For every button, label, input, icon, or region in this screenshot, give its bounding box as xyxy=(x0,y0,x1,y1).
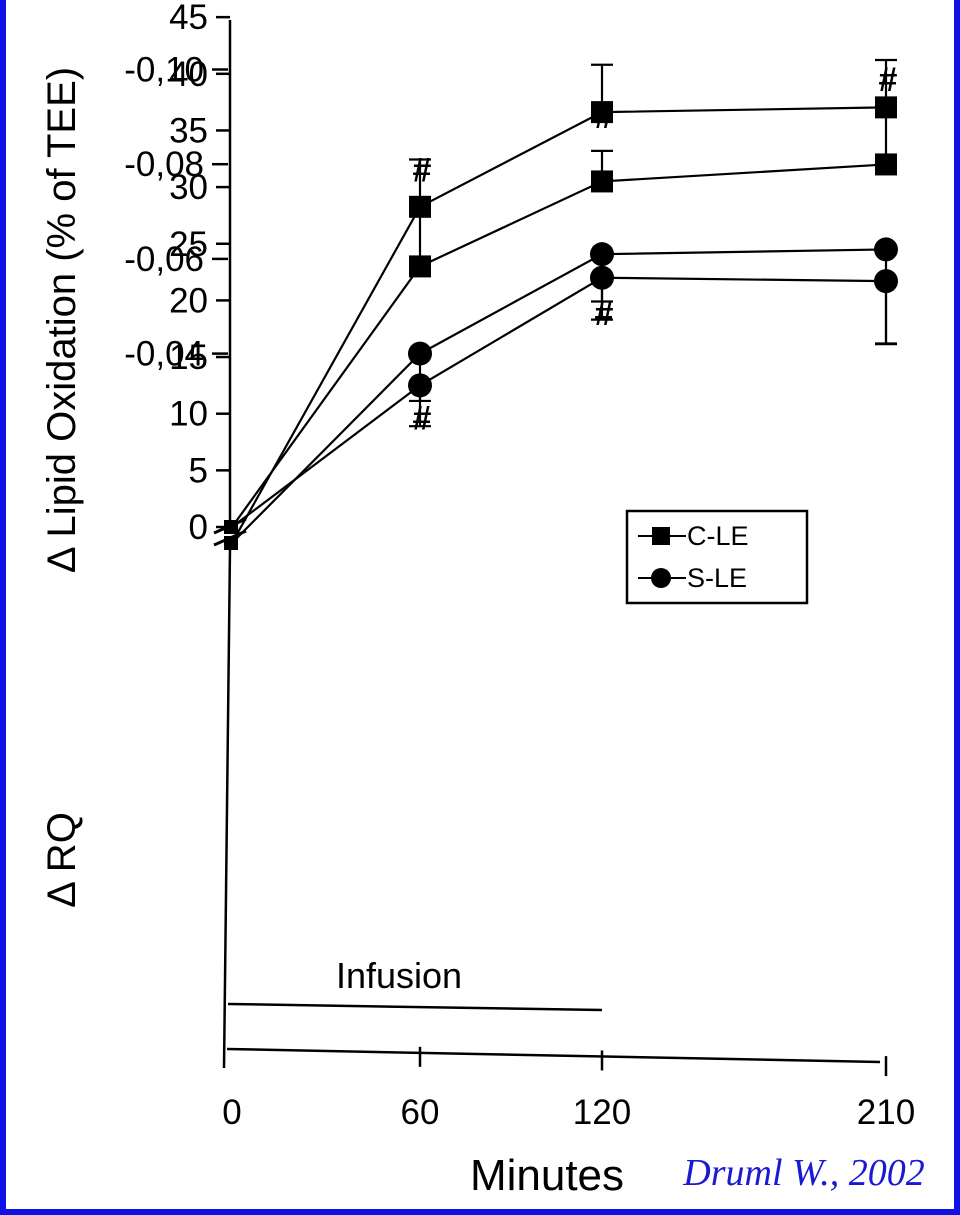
top-c-le-square-marker xyxy=(591,170,613,193)
top-y-tick-label: 5 xyxy=(189,451,208,490)
top-y-tick-label: 0 xyxy=(189,508,208,547)
infusion-label: Infusion xyxy=(336,955,462,996)
bottom-c-le-square-marker xyxy=(591,101,613,124)
top-y-tick-label: 15 xyxy=(169,338,208,377)
bottom-s-le-line xyxy=(231,248,887,544)
top-y-tick-label: 40 xyxy=(169,55,208,94)
bottom-y-tick-label: -0,04 xyxy=(124,335,204,374)
x-tick-label: 60 xyxy=(401,1093,440,1132)
top-y-tick-label: 25 xyxy=(169,225,208,264)
annotations: # # # # # xyxy=(413,61,898,438)
bottom-c-le-line xyxy=(231,106,887,544)
significance-marker: # xyxy=(595,295,614,333)
bottom-s-le-circle-marker xyxy=(590,242,614,267)
significance-marker: # xyxy=(413,151,432,189)
bottom-y-axis-label: Δ RQ xyxy=(40,812,84,908)
bottom-c-le-square-marker xyxy=(409,195,431,218)
top-y-tick-label: 20 xyxy=(169,281,208,320)
top-y-tick-label: 35 xyxy=(169,111,208,150)
bottom-s-le-circle-marker xyxy=(408,341,432,366)
top-y-tick-label: 30 xyxy=(169,168,208,207)
series-group xyxy=(224,58,898,550)
significance-marker: # xyxy=(413,399,432,437)
x-axis-label: Minutes xyxy=(470,1151,624,1200)
infusion-bar xyxy=(227,1002,603,1012)
top-y-ticks: 0 5 10 15 20 25 30 35 40 45 xyxy=(169,0,230,547)
top-s-le-line xyxy=(231,276,887,528)
significance-marker: # xyxy=(595,98,614,136)
legend-box xyxy=(625,509,809,605)
x-tick-label: 0 xyxy=(222,1093,241,1132)
bottom-y-tick-label: -0,10 xyxy=(124,51,204,90)
legend: C-LE S-LE xyxy=(625,509,809,605)
bottom-origin-marker xyxy=(224,536,238,550)
legend-label-s-le: S-LE xyxy=(687,563,747,593)
x-axis xyxy=(226,1047,881,1064)
x-ticks: 0 60 120 210 xyxy=(222,1046,915,1132)
bottom-y-axis xyxy=(222,547,232,1069)
bottom-y-ticks: -0,04-0,06-0,08-0,10-0,12 xyxy=(124,51,228,374)
legend-label-c-le: C-LE xyxy=(687,521,749,551)
bottom-y-tick-label: -0,08 xyxy=(124,145,204,184)
top-y-tick-label: 45 xyxy=(169,0,208,37)
x-tick-label: 120 xyxy=(573,1093,631,1132)
significance-marker: # xyxy=(879,61,898,99)
top-y-axis-label: Δ Lipid Oxidation (% of TEE) xyxy=(40,67,84,573)
legend-circle-marker xyxy=(651,568,671,588)
citation-credit: Druml W., 2002 xyxy=(682,1152,924,1194)
bottom-c-le-square-marker xyxy=(875,96,897,119)
top-c-le-square-marker xyxy=(409,255,431,278)
x-tick-label: 210 xyxy=(857,1093,915,1132)
top-c-le-line xyxy=(231,163,887,528)
top-origin-marker xyxy=(224,520,238,534)
legend-square-marker xyxy=(652,527,670,545)
bottom-y-tick-label: -0,06 xyxy=(124,240,204,279)
bottom-s-le-circle-marker xyxy=(874,237,898,262)
top-c-le-square-marker xyxy=(875,153,897,176)
top-y-tick-label: 10 xyxy=(169,395,208,434)
